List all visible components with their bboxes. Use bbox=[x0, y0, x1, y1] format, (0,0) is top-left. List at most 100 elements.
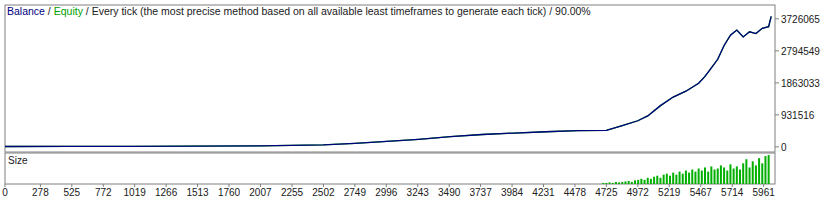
size-bar bbox=[663, 175, 665, 184]
size-bar bbox=[659, 178, 661, 184]
size-bar bbox=[615, 182, 617, 184]
size-bar bbox=[761, 163, 763, 184]
size-bar bbox=[720, 165, 722, 184]
x-tick-label: 5714 bbox=[721, 187, 744, 198]
separator: / bbox=[83, 5, 92, 17]
size-bar bbox=[733, 169, 735, 185]
size-bar bbox=[755, 165, 757, 184]
y-tick bbox=[775, 82, 779, 83]
size-bar bbox=[726, 171, 728, 184]
size-bar bbox=[745, 159, 747, 184]
size-bar bbox=[656, 176, 658, 184]
x-tick-label: 2502 bbox=[312, 187, 335, 198]
x-tick-label: 3984 bbox=[501, 187, 524, 198]
size-bar bbox=[685, 171, 687, 184]
x-tick-label: 0 bbox=[2, 187, 8, 198]
size-bar bbox=[640, 179, 642, 184]
x-tick-label: 1513 bbox=[186, 187, 209, 198]
chart: Balance / Equity / Every tick (the most … bbox=[0, 0, 820, 200]
size-bar bbox=[714, 170, 716, 184]
y-tick bbox=[775, 114, 779, 115]
size-bar bbox=[691, 170, 693, 184]
x-tick-label: 5961 bbox=[753, 187, 776, 198]
y-tick bbox=[775, 146, 779, 147]
size-bar bbox=[682, 174, 684, 184]
size-bar bbox=[612, 183, 614, 184]
x-tick-label: 278 bbox=[32, 187, 49, 198]
x-tick-label: 2255 bbox=[281, 187, 304, 198]
size-bar bbox=[749, 167, 751, 184]
size-bar bbox=[669, 176, 671, 184]
x-tick-label: 5219 bbox=[658, 187, 681, 198]
size-bar bbox=[704, 167, 706, 184]
legend-entry: Balance bbox=[7, 5, 45, 17]
size-bar bbox=[672, 173, 674, 184]
size-bar bbox=[624, 181, 626, 184]
y-tick-label: 931516 bbox=[781, 110, 815, 121]
size-bar bbox=[675, 175, 677, 184]
size-bar bbox=[739, 170, 741, 184]
size-bar bbox=[602, 183, 604, 184]
plot-frame bbox=[5, 153, 775, 184]
size-bar bbox=[764, 156, 766, 184]
y-tick bbox=[775, 50, 779, 51]
x-tick-label: 4725 bbox=[595, 187, 618, 198]
size-bar bbox=[736, 166, 738, 184]
size-bar bbox=[742, 163, 744, 184]
x-tick-label: 3737 bbox=[469, 187, 492, 198]
separator: / bbox=[45, 5, 54, 17]
size-bar bbox=[768, 155, 770, 184]
y-tick bbox=[775, 18, 779, 19]
size-bar bbox=[707, 172, 709, 184]
panel-title: Size bbox=[8, 155, 28, 166]
x-tick-label: 1760 bbox=[218, 187, 241, 198]
legend-title: Balance / Equity / Every tick (the most … bbox=[7, 5, 591, 17]
series-line bbox=[5, 16, 771, 146]
background bbox=[0, 0, 820, 200]
x-tick-label: 1266 bbox=[155, 187, 178, 198]
y-tick-label: 1863033 bbox=[781, 78, 820, 89]
series-line bbox=[5, 16, 771, 146]
x-tick-label: 2996 bbox=[375, 187, 398, 198]
size-bar bbox=[729, 164, 731, 184]
size-bar bbox=[694, 172, 696, 184]
x-tick-label: 4231 bbox=[532, 187, 555, 198]
size-bar bbox=[717, 169, 719, 185]
size-bar bbox=[634, 180, 636, 184]
size-bar bbox=[688, 173, 690, 184]
size-bar bbox=[644, 180, 646, 184]
marks bbox=[5, 16, 771, 146]
size-bar bbox=[752, 161, 754, 184]
x-tick-label: 4972 bbox=[627, 187, 650, 198]
size-bar bbox=[666, 174, 668, 184]
legend-entry: Equity bbox=[54, 5, 84, 17]
size-bar bbox=[701, 171, 703, 184]
size-bar bbox=[647, 178, 649, 184]
size-bar bbox=[609, 182, 611, 184]
size-bar bbox=[653, 177, 655, 184]
x-tick-label: 3243 bbox=[407, 187, 430, 198]
x-tick-label: 3490 bbox=[438, 187, 461, 198]
x-tick-label: 5467 bbox=[690, 187, 713, 198]
x-tick-label: 2749 bbox=[344, 187, 367, 198]
x-tick-label: 1019 bbox=[124, 187, 147, 198]
size-bar bbox=[621, 182, 623, 184]
x-tick-label: 772 bbox=[95, 187, 112, 198]
size-bar bbox=[758, 158, 760, 184]
size-bar bbox=[618, 182, 620, 184]
x-tick-label: 525 bbox=[63, 187, 80, 198]
size-bar bbox=[723, 167, 725, 184]
x-tick-label: 2007 bbox=[249, 187, 272, 198]
size-bar bbox=[679, 172, 681, 184]
y-tick-label: 2794549 bbox=[781, 46, 820, 57]
size-bar bbox=[650, 179, 652, 184]
title: Every tick (the most precise method base… bbox=[92, 5, 591, 17]
y-tick-label: 0 bbox=[781, 142, 787, 153]
plot-frame bbox=[5, 5, 775, 152]
x-tick-label: 4478 bbox=[564, 187, 587, 198]
size-bar bbox=[631, 182, 633, 184]
size-bar bbox=[628, 181, 630, 184]
marks bbox=[602, 155, 769, 184]
size-bar bbox=[637, 180, 639, 184]
size-bar bbox=[605, 183, 607, 184]
